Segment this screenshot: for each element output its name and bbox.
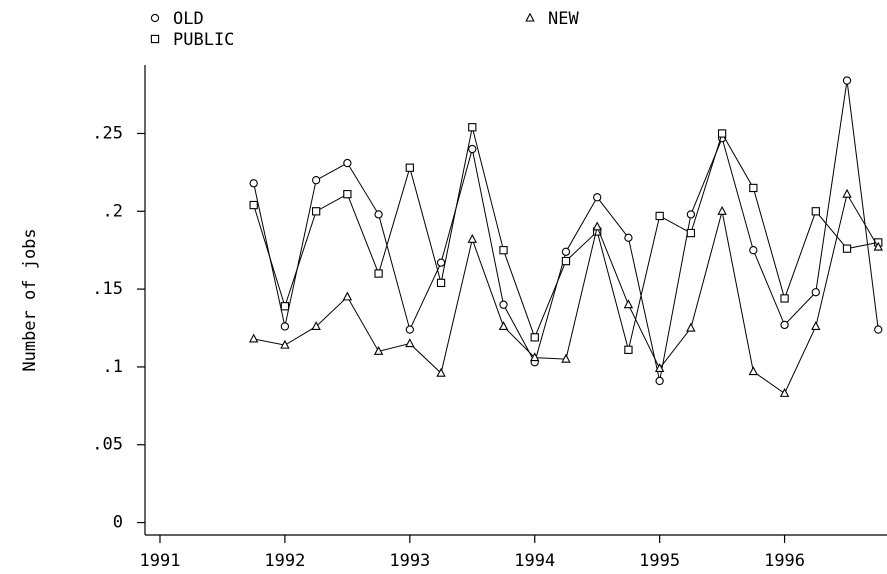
x-tick-label: 1991: [140, 551, 181, 571]
marker: [249, 179, 258, 188]
marker: [654, 363, 665, 373]
marker: [717, 205, 727, 215]
marker: [280, 302, 290, 311]
marker: [561, 247, 571, 256]
marker: [686, 228, 696, 238]
marker: [343, 190, 352, 199]
x-tick-label: 1994: [514, 551, 555, 571]
marker: [342, 291, 353, 301]
marker: [343, 158, 352, 168]
marker: [530, 333, 539, 342]
marker: [374, 269, 383, 278]
marker: [525, 12, 535, 22]
marker: [717, 129, 727, 138]
marker: [311, 321, 321, 331]
x-tick-label: 1995: [639, 551, 680, 571]
marker: [150, 13, 160, 23]
marker: [780, 320, 789, 330]
x-tick-label: 1996: [764, 551, 805, 571]
marker: [405, 338, 415, 348]
marker: [779, 387, 790, 397]
legend-label: NEW: [548, 9, 579, 29]
y-axis-label: Number of jobs: [20, 228, 40, 371]
marker: [686, 210, 696, 219]
marker: [280, 322, 290, 331]
marker: [498, 321, 509, 331]
y-tick-label: .1: [103, 357, 123, 377]
marker: [561, 256, 571, 266]
marker: [655, 211, 664, 221]
marker: [436, 278, 446, 288]
marker: [436, 258, 446, 267]
marker: [811, 207, 820, 216]
marker: [655, 376, 664, 386]
marker: [405, 163, 414, 172]
x-tick-label: 1993: [389, 551, 430, 571]
marker: [467, 233, 477, 243]
marker: [530, 352, 540, 362]
marker: [624, 345, 633, 354]
y-tick-label: .15: [92, 279, 123, 299]
marker: [749, 246, 758, 255]
marker: [592, 221, 602, 231]
marker: [842, 244, 852, 253]
marker: [748, 366, 759, 376]
marker: [468, 123, 477, 132]
marker: [780, 294, 789, 303]
marker: [436, 367, 446, 377]
marker: [280, 339, 290, 349]
marker: [405, 325, 414, 334]
legend-label: OLD: [173, 9, 204, 29]
marker: [623, 299, 634, 309]
marker: [842, 188, 852, 198]
series-line: [253, 80, 879, 382]
marker: [248, 333, 259, 343]
y-tick-label: .2: [103, 201, 123, 221]
y-tick-label: 0: [113, 513, 123, 533]
y-tick-label: .25: [92, 123, 123, 143]
marker: [249, 200, 258, 210]
marker: [749, 183, 758, 193]
marker: [561, 353, 571, 363]
marker: [468, 144, 477, 154]
marker: [311, 176, 321, 185]
marker: [842, 76, 852, 85]
marker: [686, 322, 696, 332]
marker: [874, 325, 883, 334]
marker: [374, 210, 383, 219]
x-tick-label: 1992: [264, 551, 305, 571]
marker: [150, 34, 160, 44]
marker: [624, 233, 633, 242]
marker: [499, 246, 508, 255]
marker: [811, 321, 821, 331]
marker: [373, 345, 384, 355]
marker: [811, 288, 820, 297]
marker: [873, 241, 883, 251]
marker: [499, 300, 508, 309]
marker: [311, 207, 321, 216]
y-tick-label: .05: [92, 435, 123, 455]
marker: [593, 193, 602, 202]
legend-label: PUBLIC: [173, 30, 234, 50]
